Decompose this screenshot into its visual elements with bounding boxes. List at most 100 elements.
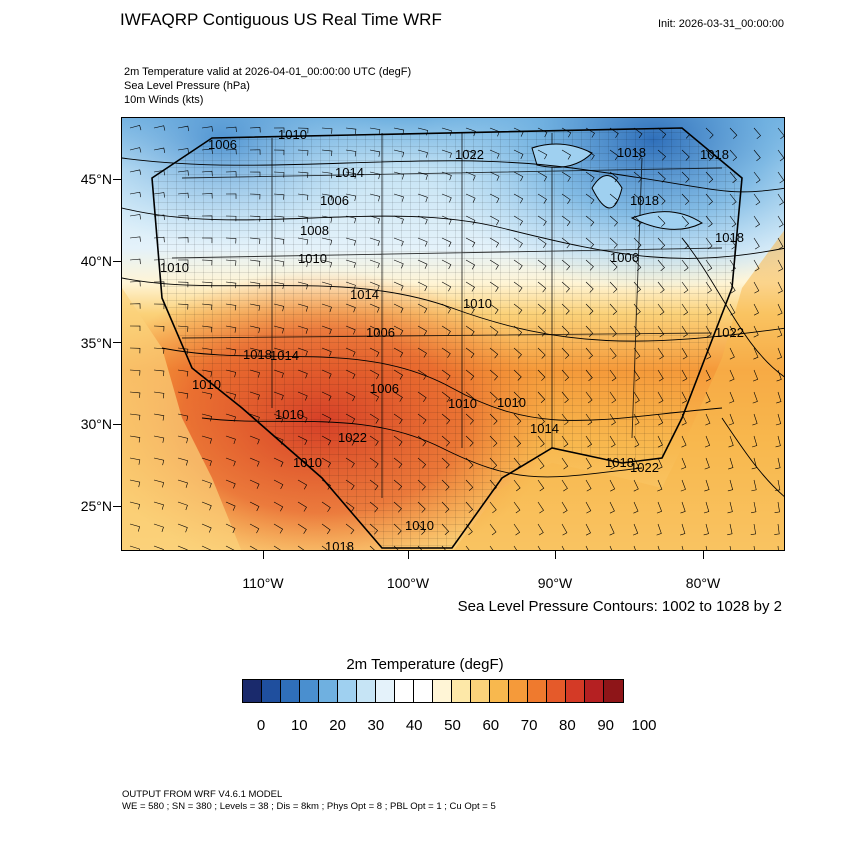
wind-barb — [177, 435, 189, 444]
wind-barb — [513, 391, 522, 403]
wind-barb — [393, 457, 403, 469]
wind-barb — [489, 413, 498, 425]
wind-barb — [489, 303, 499, 315]
wind-barb — [129, 303, 141, 309]
wind-barb — [273, 193, 285, 200]
wind-barb — [489, 193, 500, 204]
wind-barb — [441, 325, 451, 336]
wind-barb — [321, 193, 333, 201]
wind-barb — [705, 413, 711, 426]
wind-barb — [201, 523, 212, 533]
wind-barb — [393, 237, 404, 247]
wind-barb — [201, 259, 213, 266]
wind-barb — [561, 127, 572, 138]
lon-tick — [408, 551, 409, 559]
wind-barb — [657, 325, 665, 338]
wind-barb — [561, 523, 568, 536]
lat-label-30: 30°N — [80, 416, 112, 432]
wind-barb — [585, 523, 591, 536]
wind-barb — [513, 457, 521, 470]
wind-barb — [297, 545, 305, 550]
wind-barb — [585, 127, 595, 138]
isobar-label: 1022 — [715, 325, 744, 340]
colorbar — [242, 679, 624, 703]
wind-barb — [417, 149, 428, 158]
wind-barb — [129, 435, 141, 443]
wind-barb — [201, 193, 213, 199]
wind-barb — [297, 413, 308, 423]
lat-tick — [113, 179, 121, 180]
isobar-label: 1010 — [278, 127, 307, 142]
wind-barb — [297, 391, 308, 401]
wind-barb — [657, 281, 665, 294]
wind-barb — [681, 237, 689, 250]
wind-barb — [177, 215, 189, 221]
wind-barb — [249, 457, 260, 467]
wind-barb — [321, 457, 332, 468]
wind-barb — [417, 193, 428, 203]
wind-barb — [561, 347, 570, 359]
wind-barb — [273, 347, 284, 356]
wind-barb — [417, 501, 426, 513]
wind-barb — [177, 281, 189, 288]
wind-barb — [177, 170, 189, 176]
wind-barb — [417, 259, 428, 269]
wind-barb — [657, 435, 663, 448]
wind-barb — [345, 193, 357, 202]
wind-barb — [393, 127, 405, 135]
wind-barb — [633, 391, 640, 404]
isobar-label: 1018 — [700, 147, 729, 162]
wind-barb — [513, 501, 521, 514]
field-temperature-label: 2m Temperature valid at 2026-04-01_00:00… — [124, 66, 412, 78]
colorbar-swatch — [490, 680, 509, 702]
wind-barb — [321, 413, 332, 424]
wind-barb — [489, 347, 499, 359]
wind-barb — [777, 193, 784, 206]
wind-barb — [753, 303, 759, 316]
isobar-label: 1018 — [243, 347, 272, 362]
wind-barb — [657, 303, 665, 316]
wind-barb — [345, 369, 356, 380]
wind-barb — [753, 193, 761, 206]
wind-barb — [465, 479, 474, 491]
wind-barb — [633, 215, 642, 227]
wind-barb — [729, 281, 736, 294]
wind-barb — [609, 369, 617, 382]
wind-barb — [153, 479, 165, 488]
wind-barb — [201, 148, 213, 154]
wind-barb — [273, 149, 285, 156]
wind-barb — [129, 169, 142, 175]
colorbar-swatch — [281, 680, 300, 702]
wind-barb — [369, 303, 380, 313]
footer-config: WE = 580 ; SN = 380 ; Levels = 38 ; Dis … — [122, 801, 496, 812]
colorbar-tick-label: 60 — [482, 717, 500, 734]
wind-barb — [273, 435, 284, 445]
wind-barb — [153, 303, 165, 310]
wind-barb — [321, 501, 331, 512]
wind-barb — [393, 545, 399, 550]
wind-barb — [681, 369, 688, 382]
wind-barb — [537, 347, 546, 359]
wind-barb — [249, 545, 258, 550]
isobar-label: 1010 — [160, 260, 189, 275]
wind-barb — [297, 193, 309, 201]
wind-barb — [441, 501, 450, 513]
wind-barb — [751, 501, 757, 514]
wind-barb — [751, 479, 757, 492]
wind-barb — [273, 171, 285, 178]
wind-barb — [153, 325, 165, 332]
colorbar-swatch — [319, 680, 338, 702]
wind-barb — [751, 457, 757, 470]
wind-barb — [345, 501, 355, 513]
wind-barb — [177, 125, 190, 132]
wind-barb — [177, 523, 188, 533]
wind-barb — [585, 479, 592, 492]
wind-barb — [249, 259, 261, 267]
wind-barb — [345, 127, 357, 135]
field-winds-label: 10m Winds (kts) — [124, 94, 204, 106]
wind-barb — [728, 457, 734, 470]
wind-barb — [633, 171, 643, 183]
isobar-label: 1018 — [617, 145, 646, 160]
wind-barb — [609, 545, 613, 550]
wind-barb — [153, 147, 166, 153]
